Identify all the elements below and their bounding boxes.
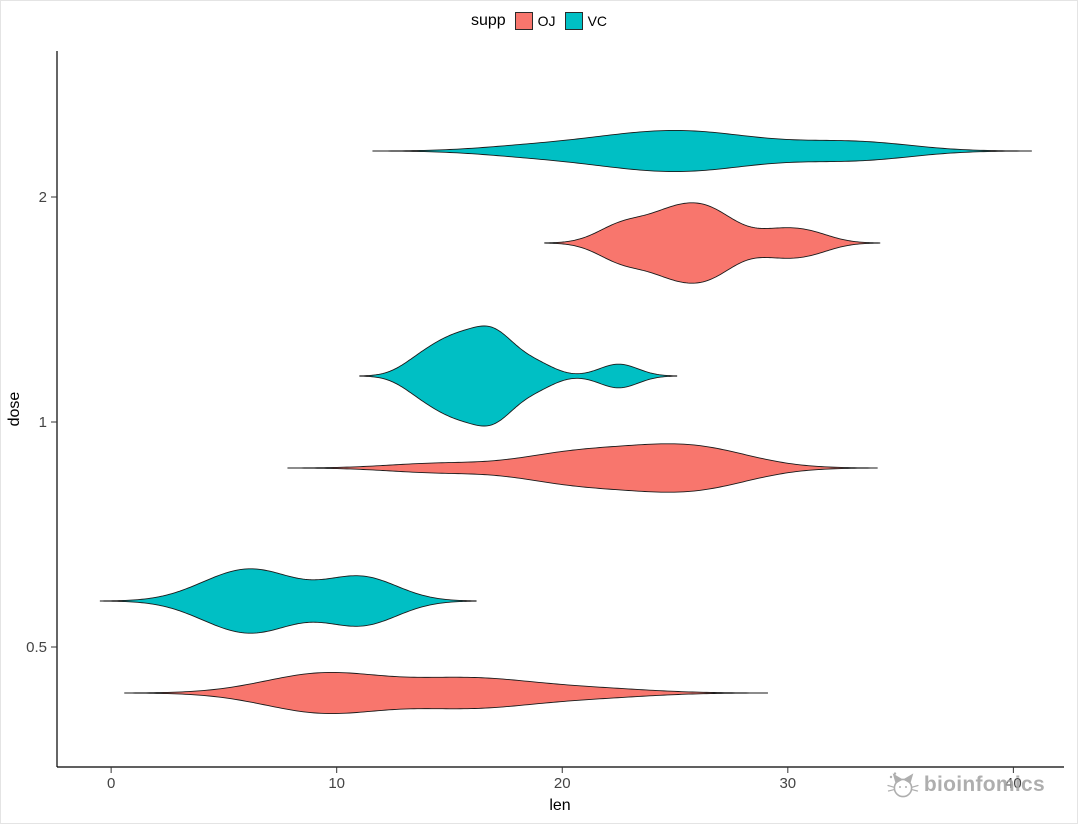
y-tick-label: 0.5 xyxy=(26,639,47,656)
legend-title: supp xyxy=(470,12,506,29)
x-tick-label: 0 xyxy=(107,775,115,792)
x-axis-title: len xyxy=(549,797,571,814)
y-tick-label: 2 xyxy=(39,189,47,206)
violin-oj-dose-1 xyxy=(287,443,878,493)
cat-logo-icon xyxy=(887,772,919,798)
violin-oj-dose-0.5 xyxy=(124,671,768,715)
legend-key-oj-icon xyxy=(514,12,533,30)
legend-key-vc-icon xyxy=(564,12,583,30)
watermark-text: bioinfomics xyxy=(923,773,1045,796)
watermark: bioinfomics xyxy=(887,771,1045,799)
y-axis-title: dose xyxy=(6,391,23,427)
y-tick-label: 1 xyxy=(39,414,47,431)
x-tick-label: 10 xyxy=(328,775,345,792)
legend: supp OJ VC xyxy=(1,12,1077,30)
x-tick-label: 40 xyxy=(1005,775,1022,792)
violin-oj-dose-2 xyxy=(544,202,881,284)
legend-label-vc: VC xyxy=(587,13,608,29)
violin-vc-dose-1 xyxy=(359,325,678,427)
x-tick-label: 30 xyxy=(779,775,796,792)
violin-vc-dose-2 xyxy=(372,130,1032,172)
x-tick-label: 20 xyxy=(554,775,571,792)
legend-entry-vc: VC xyxy=(564,12,608,30)
legend-entry-oj: OJ xyxy=(514,12,556,30)
violin-vc-dose-0.5 xyxy=(99,568,477,634)
legend-label-oj: OJ xyxy=(537,13,556,29)
